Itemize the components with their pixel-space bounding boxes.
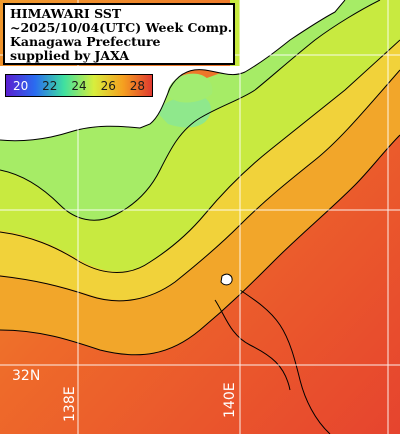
sst-patch-cool xyxy=(155,94,212,128)
color-scale-segment: 24 xyxy=(64,75,94,96)
bay-water xyxy=(167,73,213,103)
color-scale-tick: 26 xyxy=(100,78,116,93)
island xyxy=(220,273,233,286)
color-scale-segment: 22 xyxy=(35,75,65,96)
color-scale-tick: 28 xyxy=(129,78,146,93)
lat-label-32n: 32N xyxy=(12,368,41,384)
caption-supplier: supplied by JAXA xyxy=(10,48,130,63)
caption-period: ~2025/10/04(UTC) Week Comp. xyxy=(10,20,233,35)
map-caption: HIMAWARI SST ~2025/10/04(UTC) Week Comp.… xyxy=(3,3,235,65)
color-scale-tick: 22 xyxy=(42,78,58,93)
caption-title: HIMAWARI SST xyxy=(10,6,122,21)
land-mass xyxy=(0,0,345,141)
color-scale: 20 22 24 26 28 xyxy=(5,74,153,97)
color-scale-tick: 24 xyxy=(71,78,87,93)
caption-prefecture: Kanagawa Prefecture xyxy=(10,34,161,49)
color-scale-segment: 28 xyxy=(122,75,153,96)
lon-label-140e: 140E xyxy=(222,382,238,418)
color-scale-tick: 20 xyxy=(12,78,29,93)
color-scale-segment: 20 xyxy=(6,75,36,96)
color-scale-segment: 26 xyxy=(93,75,123,96)
lon-label-138e: 138E xyxy=(62,386,78,422)
